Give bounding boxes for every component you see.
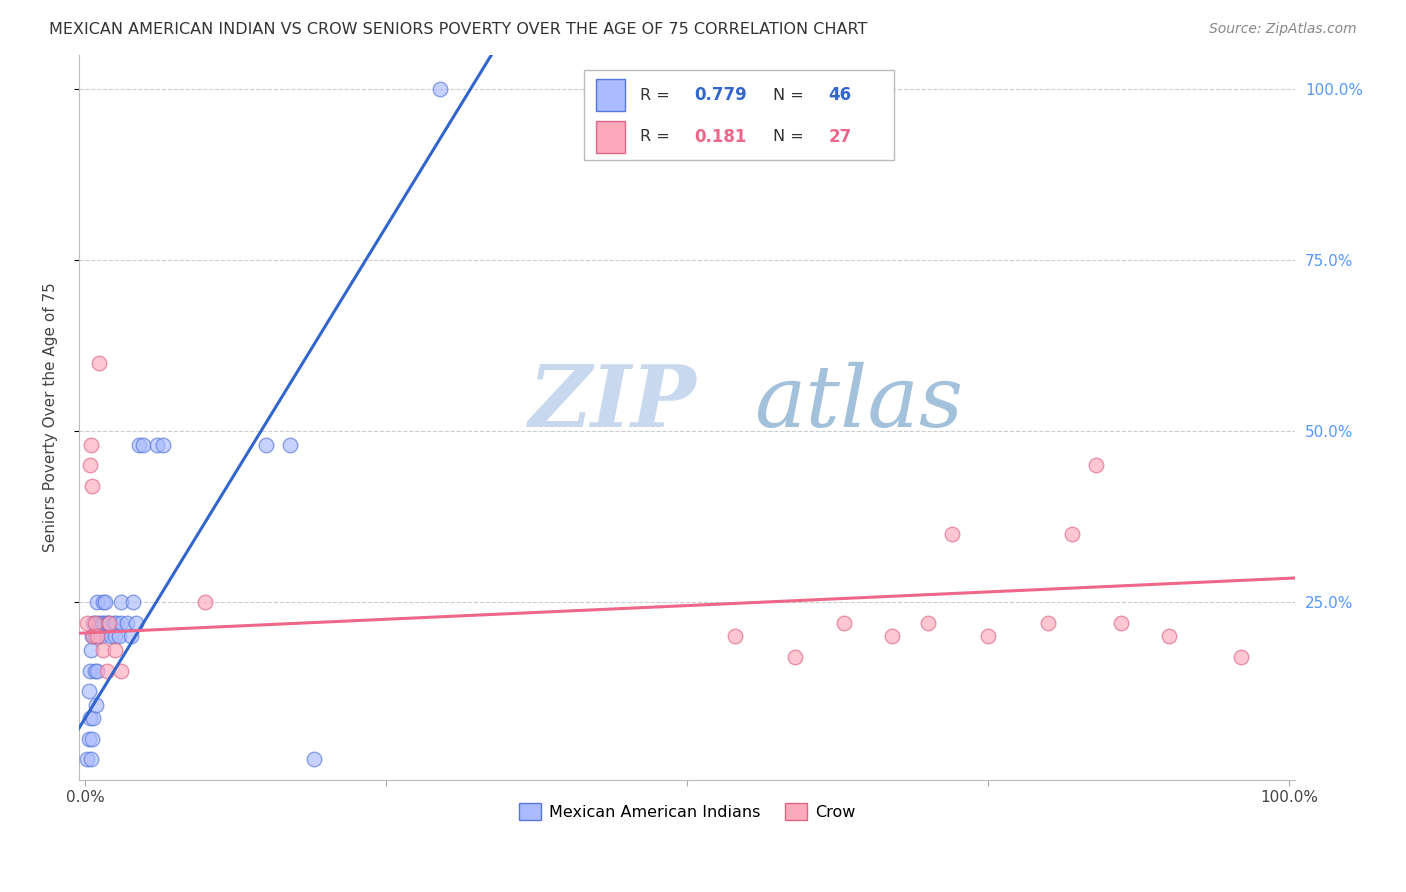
Point: [1109, 615, 1132, 630]
Point: [96, 615, 118, 630]
Point: [115, 615, 138, 630]
Point: [80, 643, 103, 657]
Point: [96, 664, 118, 678]
Point: [1038, 615, 1060, 630]
Text: 0.181: 0.181: [695, 128, 747, 145]
Point: [724, 629, 747, 643]
Point: [83, 615, 105, 630]
Point: [83, 664, 105, 678]
Point: [132, 438, 155, 452]
Point: [977, 629, 1000, 643]
Point: [82, 629, 104, 643]
Point: [79, 664, 101, 678]
Point: [86, 664, 108, 678]
Point: [94, 595, 117, 609]
Text: Source: ZipAtlas.com: Source: ZipAtlas.com: [1209, 22, 1357, 37]
Point: [124, 615, 146, 630]
Text: N =: N =: [773, 129, 810, 145]
Point: [254, 438, 277, 452]
Point: [91, 595, 114, 609]
Point: [122, 595, 145, 609]
Point: [1157, 629, 1180, 643]
Y-axis label: Seniors Poverty Over the Age of 75: Seniors Poverty Over the Age of 75: [44, 283, 58, 552]
Point: [785, 649, 807, 664]
Text: 27: 27: [828, 128, 852, 145]
Text: atlas: atlas: [754, 362, 963, 444]
Point: [97, 615, 120, 630]
Point: [103, 615, 125, 630]
Point: [84, 698, 107, 712]
FancyBboxPatch shape: [596, 79, 626, 111]
Point: [86, 629, 108, 643]
Point: [91, 643, 114, 657]
Point: [79, 458, 101, 473]
Point: [941, 526, 963, 541]
Point: [82, 629, 104, 643]
Point: [87, 629, 110, 643]
Text: R =: R =: [640, 129, 679, 145]
Point: [104, 643, 127, 657]
Point: [194, 595, 217, 609]
Point: [110, 595, 132, 609]
Point: [82, 731, 104, 746]
Point: [80, 438, 103, 452]
Point: [146, 438, 169, 452]
Point: [77, 684, 100, 698]
Point: [152, 438, 174, 452]
Text: 46: 46: [828, 86, 851, 104]
Point: [110, 615, 132, 630]
Text: MEXICAN AMERICAN INDIAN VS CROW SENIORS POVERTY OVER THE AGE OF 75 CORRELATION C: MEXICAN AMERICAN INDIAN VS CROW SENIORS …: [49, 22, 868, 37]
Point: [104, 629, 127, 643]
Point: [89, 356, 111, 370]
Point: [84, 615, 107, 630]
Point: [77, 731, 100, 746]
Point: [917, 615, 939, 630]
Point: [80, 752, 103, 766]
Text: R =: R =: [640, 87, 675, 103]
Text: N =: N =: [773, 87, 810, 103]
Point: [76, 615, 98, 630]
Point: [120, 629, 142, 643]
Point: [79, 711, 101, 725]
Point: [110, 664, 132, 678]
FancyBboxPatch shape: [596, 120, 626, 153]
Point: [429, 82, 451, 96]
Point: [82, 615, 104, 630]
Point: [105, 615, 128, 630]
Point: [82, 479, 104, 493]
Point: [98, 615, 121, 630]
Point: [93, 615, 115, 630]
Point: [1062, 526, 1084, 541]
Point: [107, 629, 129, 643]
Point: [98, 615, 121, 630]
Point: [832, 615, 855, 630]
Point: [880, 629, 903, 643]
Legend: Mexican American Indians, Crow: Mexican American Indians, Crow: [512, 797, 862, 826]
Point: [86, 595, 108, 609]
Point: [128, 438, 150, 452]
Point: [90, 615, 112, 630]
Point: [278, 438, 301, 452]
FancyBboxPatch shape: [583, 70, 894, 161]
Point: [83, 629, 105, 643]
Point: [1230, 649, 1253, 664]
Point: [100, 629, 122, 643]
Point: [90, 629, 112, 643]
Point: [89, 615, 111, 630]
Point: [302, 752, 325, 766]
Point: [76, 752, 98, 766]
Text: 0.779: 0.779: [695, 86, 747, 104]
Text: ZIP: ZIP: [529, 361, 697, 445]
Point: [82, 711, 104, 725]
Point: [1085, 458, 1108, 473]
